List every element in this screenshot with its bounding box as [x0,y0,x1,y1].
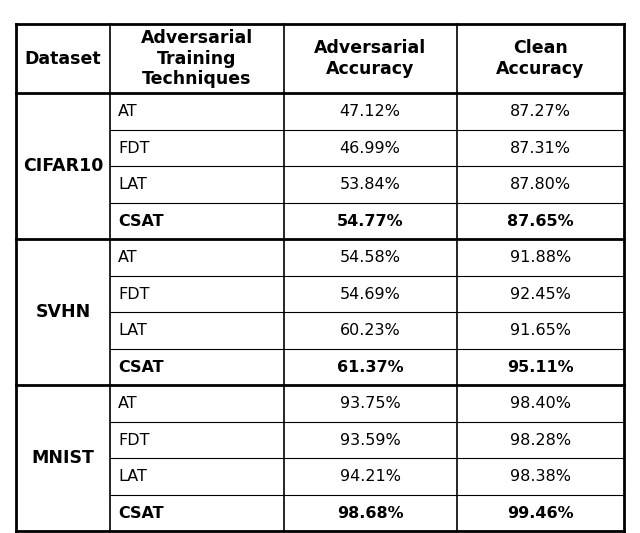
Text: 94.21%: 94.21% [340,469,401,484]
Text: MNIST: MNIST [32,449,95,467]
Text: AT: AT [118,250,138,265]
Text: FDT: FDT [118,287,149,302]
Text: Adversarial
Accuracy: Adversarial Accuracy [314,39,426,78]
Text: Clean
Accuracy: Clean Accuracy [496,39,584,78]
Text: AT: AT [118,396,138,411]
Text: LAT: LAT [118,323,147,338]
Text: SVHN: SVHN [35,303,91,321]
Text: 47.12%: 47.12% [340,104,401,119]
Text: 93.75%: 93.75% [340,396,401,411]
Text: 98.68%: 98.68% [337,506,403,521]
Text: 87.65%: 87.65% [507,214,573,229]
Text: AT: AT [118,104,138,119]
Text: 91.88%: 91.88% [510,250,571,265]
Text: 54.77%: 54.77% [337,214,403,229]
Text: 98.28%: 98.28% [510,433,571,448]
Text: CSAT: CSAT [118,506,164,521]
Text: 87.80%: 87.80% [510,177,571,192]
Text: 53.84%: 53.84% [340,177,401,192]
Text: CIFAR10: CIFAR10 [23,157,103,175]
Text: CSAT: CSAT [118,214,164,229]
Text: FDT: FDT [118,433,149,448]
Text: FDT: FDT [118,141,149,156]
Text: 54.58%: 54.58% [340,250,401,265]
Text: 98.40%: 98.40% [510,396,571,411]
Text: LAT: LAT [118,177,147,192]
Text: 60.23%: 60.23% [340,323,401,338]
Text: 46.99%: 46.99% [340,141,401,156]
Text: 92.45%: 92.45% [510,287,571,302]
Text: 98.38%: 98.38% [510,469,571,484]
Text: LAT: LAT [118,469,147,484]
Text: Adversarial
Training
Techniques: Adversarial Training Techniques [141,29,253,88]
Text: 93.59%: 93.59% [340,433,401,448]
Text: 54.69%: 54.69% [340,287,401,302]
Text: 87.31%: 87.31% [510,141,571,156]
Text: 61.37%: 61.37% [337,360,403,375]
Text: CSAT: CSAT [118,360,164,375]
Text: 87.27%: 87.27% [510,104,571,119]
Text: 99.46%: 99.46% [507,506,573,521]
Text: Dataset: Dataset [25,50,101,68]
Text: 91.65%: 91.65% [510,323,571,338]
Text: 95.11%: 95.11% [507,360,573,375]
